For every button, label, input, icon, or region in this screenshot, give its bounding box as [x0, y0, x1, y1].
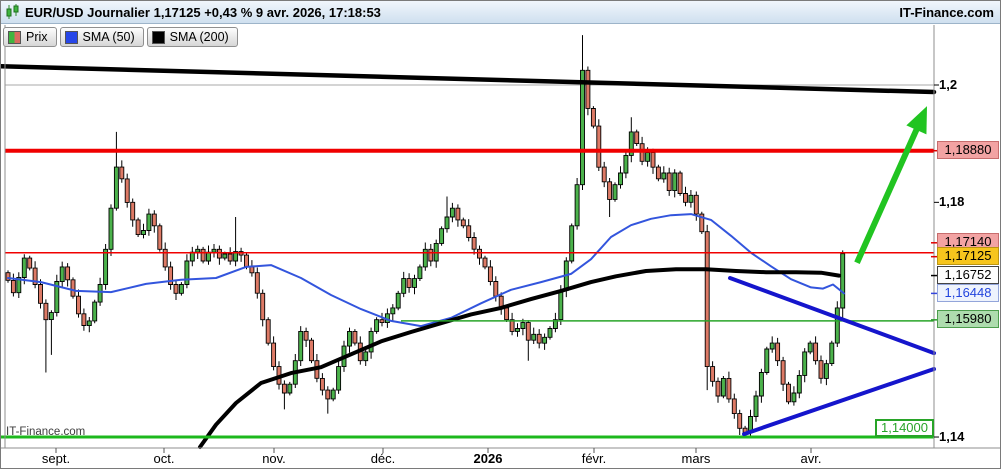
brand-link[interactable]: IT-Finance.com [899, 4, 994, 20]
legend-label-sma50: SMA (50) [82, 30, 135, 44]
descending-trendline[interactable] [1, 63, 937, 95]
candlestick-icon [5, 4, 20, 20]
price-swatch-icon [8, 30, 21, 44]
candle-wicks [7, 35, 844, 437]
legend: Prix SMA (50) SMA (200) [3, 27, 238, 47]
bearish-candles [5, 69, 824, 433]
price-label-white: 1,16752 [937, 266, 999, 285]
x-axis-label: 2026 [473, 451, 503, 466]
x-axis-label: mars [681, 451, 711, 466]
level-label-1-14000: 1,14000 [875, 419, 934, 437]
legend-tab-sma50[interactable]: SMA (50) [59, 27, 144, 47]
legend-tab-price[interactable]: Prix [3, 27, 57, 47]
legend-label-sma200: SMA (200) [169, 30, 229, 44]
up-arrow-head[interactable] [906, 106, 927, 135]
x-axis-label: nov. [262, 451, 286, 466]
x-axis-label: avr. [800, 451, 822, 466]
y-axis-label: 1,18 [939, 194, 965, 210]
sma50-swatch-icon [64, 30, 78, 44]
legend-label-price: Prix [26, 30, 48, 44]
sma50-line[interactable] [7, 213, 845, 328]
up-arrow-shaft[interactable] [854, 121, 923, 264]
watermark: IT-Finance.com [6, 426, 86, 438]
x-axis-label: févr. [581, 451, 607, 466]
triangle-upper-line[interactable] [728, 276, 936, 356]
sma200-swatch-icon [151, 30, 165, 44]
price-label-yellow: 1,17125 [937, 247, 999, 266]
x-axis-label: oct. [153, 451, 175, 466]
sma200-line[interactable] [198, 267, 841, 449]
title-bar: EUR/USD Journalier 1,17125 +0,43 % 9 avr… [1, 1, 1000, 24]
legend-tab-sma200[interactable]: SMA (200) [146, 27, 238, 47]
price-label-pink: 1,18880 [937, 141, 999, 160]
price-label-green: 1,15980 [937, 310, 999, 329]
chart-title: EUR/USD Journalier 1,17125 +0,43 % 9 avr… [25, 4, 381, 20]
y-axis-label: 1,14 [939, 429, 965, 445]
price-label-blue: 1,16448 [937, 283, 999, 302]
y-axis-label: 1,2 [939, 77, 958, 92]
triangle-lower-line[interactable] [742, 366, 936, 437]
x-axis-label: déc. [370, 451, 396, 466]
x-axis-label: sept. [41, 451, 71, 466]
